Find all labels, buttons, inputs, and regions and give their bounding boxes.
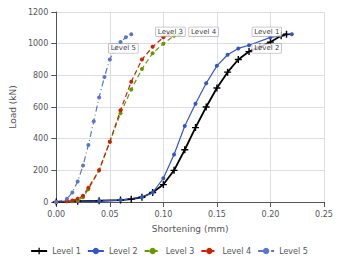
svg-text:1200: 1200: [28, 8, 48, 17]
svg-text:Level 5: Level 5: [279, 247, 308, 256]
svg-text:Level 1: Level 1: [254, 28, 279, 36]
svg-text:0.25: 0.25: [315, 210, 333, 219]
svg-text:Level 3: Level 3: [158, 28, 183, 36]
svg-text:0.10: 0.10: [154, 210, 172, 219]
svg-text:Level 1: Level 1: [52, 247, 81, 256]
svg-text:0.15: 0.15: [208, 210, 226, 219]
svg-text:1000: 1000: [28, 39, 48, 48]
svg-text:0.00: 0.00: [47, 210, 65, 219]
svg-text:Load (kN): Load (kN): [8, 85, 18, 128]
svg-text:Shortening (mm): Shortening (mm): [152, 224, 229, 234]
svg-text:Level 2: Level 2: [254, 44, 279, 52]
svg-text:Level 4: Level 4: [191, 28, 217, 36]
svg-text:Level 2: Level 2: [109, 247, 138, 256]
svg-text:0: 0: [43, 198, 48, 207]
svg-text:400: 400: [33, 134, 48, 143]
svg-text:Level 3: Level 3: [166, 247, 195, 256]
svg-text:Level 5: Level 5: [111, 44, 136, 52]
svg-text:200: 200: [33, 166, 48, 175]
svg-text:Level 4: Level 4: [222, 247, 251, 256]
svg-text:600: 600: [33, 103, 48, 112]
svg-text:0.05: 0.05: [101, 210, 119, 219]
svg-text:800: 800: [33, 71, 48, 80]
svg-text:0.20: 0.20: [262, 210, 280, 219]
